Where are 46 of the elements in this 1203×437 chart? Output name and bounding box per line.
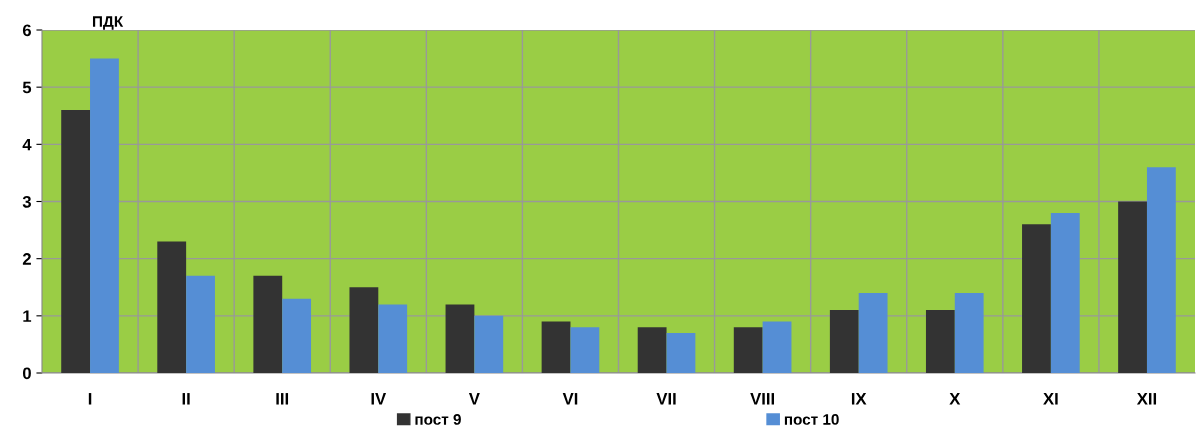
y-tick-label: 1 xyxy=(23,310,32,322)
y-tick-label: 6 xyxy=(22,24,31,37)
bar xyxy=(157,241,187,373)
bar xyxy=(186,275,215,373)
x-tick-label: VII xyxy=(656,393,676,405)
y-tick-label: 2 xyxy=(22,253,31,265)
x-tick-label: IV xyxy=(371,393,387,405)
bar xyxy=(282,298,312,373)
x-tick-label: I xyxy=(88,393,92,405)
bar xyxy=(829,310,859,373)
bar xyxy=(925,310,955,373)
bar xyxy=(858,292,888,373)
bar xyxy=(349,287,379,373)
y-tick-label: 5 xyxy=(22,81,32,94)
x-tick-label: XII xyxy=(1136,393,1157,405)
y-axis-title: ПДК xyxy=(92,16,124,30)
x-tick-label: IX xyxy=(851,393,867,405)
bar xyxy=(1118,201,1147,373)
bar xyxy=(762,321,792,373)
bar xyxy=(1146,167,1176,373)
y-tick-label: 3 xyxy=(22,195,31,208)
bar xyxy=(253,275,283,373)
x-tick-label: III xyxy=(276,393,289,405)
x-tick-label: II xyxy=(182,393,190,405)
bar xyxy=(637,327,667,373)
bar xyxy=(90,58,119,373)
bar xyxy=(954,292,984,373)
bar xyxy=(570,327,600,373)
bar xyxy=(1050,212,1080,373)
bar xyxy=(1022,224,1051,373)
x-tick-label: VIII xyxy=(750,393,775,405)
bar xyxy=(541,321,571,373)
x-tick-label: VI xyxy=(562,393,578,405)
x-tick-label: X xyxy=(949,393,961,405)
bar xyxy=(733,327,763,373)
x-tick-label: V xyxy=(468,393,480,405)
legend-label: пост 9 xyxy=(415,414,461,425)
bar xyxy=(378,304,408,373)
bar xyxy=(666,332,696,373)
x-tick-label: XI xyxy=(1043,393,1058,405)
bar xyxy=(445,304,475,373)
legend-label: пост 10 xyxy=(784,414,839,425)
bar xyxy=(474,315,504,373)
y-tick-label: 4 xyxy=(22,138,32,151)
y-tick-label: 0 xyxy=(22,367,31,380)
bar xyxy=(61,110,91,373)
